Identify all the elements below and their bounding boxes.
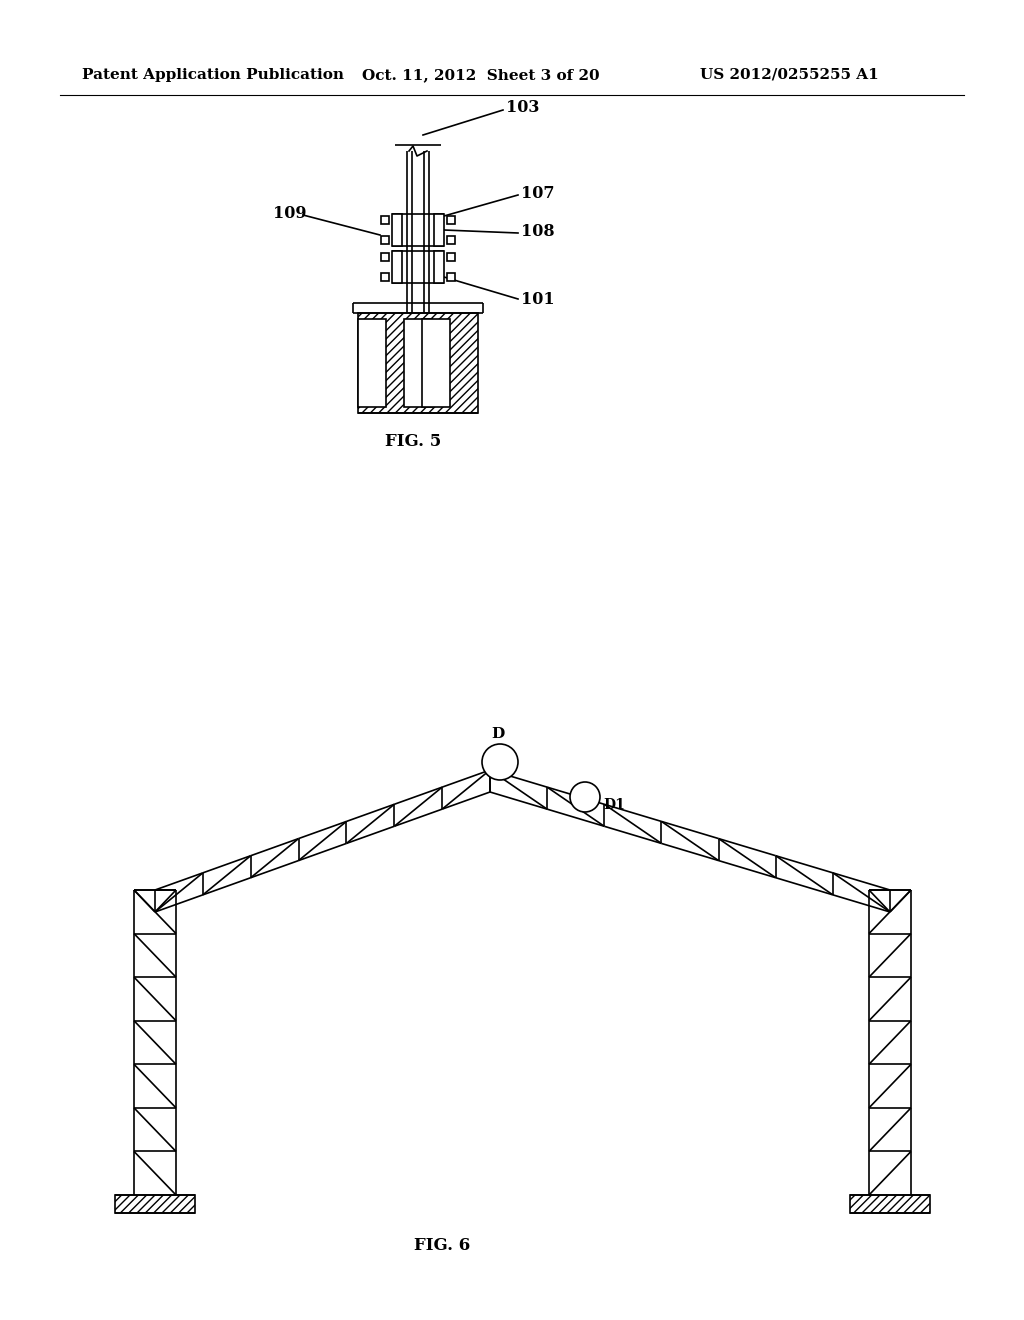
- Bar: [358, 319, 386, 407]
- Text: FIG. 6: FIG. 6: [415, 1237, 471, 1254]
- Bar: [358, 313, 478, 413]
- Text: US 2012/0255255 A1: US 2012/0255255 A1: [700, 69, 879, 82]
- Text: 101: 101: [521, 292, 555, 309]
- Bar: [434, 214, 444, 246]
- Bar: [381, 253, 389, 261]
- Text: 109: 109: [273, 205, 306, 222]
- Text: Patent Application Publication: Patent Application Publication: [82, 69, 344, 82]
- Text: FIG. 5: FIG. 5: [385, 433, 441, 450]
- Bar: [115, 1195, 195, 1213]
- Bar: [381, 236, 389, 244]
- Text: 108: 108: [521, 223, 555, 239]
- Bar: [381, 216, 389, 224]
- Bar: [447, 216, 455, 224]
- Circle shape: [482, 744, 518, 780]
- Text: 103: 103: [506, 99, 540, 116]
- Bar: [381, 273, 389, 281]
- Text: D1: D1: [603, 799, 625, 812]
- Text: 107: 107: [521, 185, 555, 202]
- Bar: [422, 319, 450, 407]
- Bar: [434, 251, 444, 282]
- Bar: [392, 251, 402, 282]
- Text: Oct. 11, 2012  Sheet 3 of 20: Oct. 11, 2012 Sheet 3 of 20: [362, 69, 600, 82]
- Bar: [447, 273, 455, 281]
- Bar: [850, 1195, 930, 1213]
- Bar: [404, 319, 432, 407]
- Circle shape: [570, 781, 600, 812]
- Text: D: D: [492, 727, 505, 741]
- Bar: [447, 253, 455, 261]
- Bar: [447, 236, 455, 244]
- Bar: [392, 214, 402, 246]
